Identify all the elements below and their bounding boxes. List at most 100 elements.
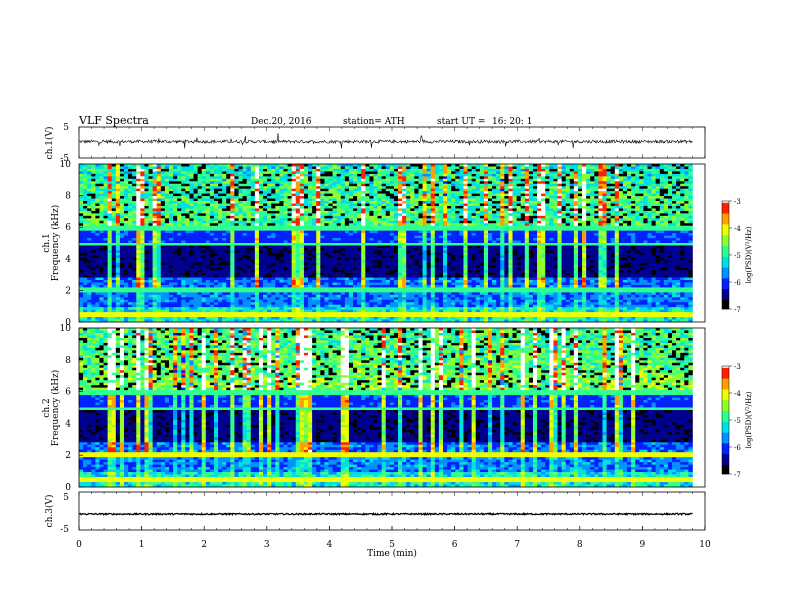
spectrogram-cell <box>393 205 399 209</box>
spectrogram-cell <box>512 181 517 185</box>
spectrogram-cell <box>83 238 88 241</box>
spectrogram-cell <box>320 178 325 182</box>
spectrogram-cell <box>373 223 378 227</box>
spectrogram-cell <box>393 240 399 244</box>
spectrogram-cell <box>545 235 550 239</box>
spectrogram-cell <box>320 176 325 180</box>
spectrogram-cell <box>406 173 411 177</box>
start-ut-value: 16: 20: 1 <box>492 117 532 127</box>
spectrogram-cell <box>463 173 468 177</box>
spectrogram-cell <box>381 220 387 224</box>
spectrogram-cell <box>410 186 415 189</box>
spectrogram-cell <box>639 223 644 227</box>
spectrogram-cell <box>667 168 673 172</box>
spectrogram-cell <box>553 240 558 244</box>
spectrogram-cell <box>344 203 350 207</box>
spectrogram-cell <box>504 225 509 229</box>
spectrogram-cell <box>393 181 399 185</box>
spectrogram-cell <box>643 215 648 219</box>
spectrogram-cell <box>299 240 305 244</box>
spectrogram-cell <box>610 168 616 172</box>
spectrogram-cell <box>667 238 673 241</box>
spectrogram-cell <box>173 186 178 189</box>
spectrogram-cell <box>475 218 481 222</box>
spectrogram-cell <box>353 210 358 214</box>
spectrogram-cell <box>569 171 575 175</box>
spectrogram-cell <box>520 201 526 204</box>
spectrogram-cell <box>663 178 669 182</box>
spectrogram-cell <box>565 213 571 217</box>
spectrogram-cell <box>659 191 665 194</box>
spectrogram-cell <box>283 225 288 229</box>
spectrogram-cell <box>348 171 354 175</box>
spectrogram-cell <box>418 208 423 212</box>
spectrogram-cell <box>197 230 202 234</box>
spectrogram-cell <box>557 166 562 170</box>
spectrogram-cell <box>573 208 579 212</box>
spectrogram-cell <box>283 203 288 207</box>
spectrogram-cell <box>279 178 284 182</box>
spectrogram-cell <box>443 188 448 192</box>
spectrogram-cell <box>569 225 575 229</box>
spectrogram-cell <box>271 164 276 167</box>
spectrogram-cell <box>328 225 333 229</box>
spectrogram-cell <box>263 243 268 246</box>
spectrogram-cell <box>487 225 493 229</box>
spectrogram-cell <box>577 225 583 229</box>
spectrogram-cell <box>193 223 198 227</box>
spectrogram-cell <box>451 213 456 217</box>
spectrogram-cell <box>140 201 145 204</box>
spectrogram-cell <box>471 198 477 202</box>
spectrogram-cell <box>357 223 362 227</box>
spectrogram-cell <box>254 230 260 234</box>
spectrogram-cell <box>447 173 452 177</box>
spectrogram-cell <box>459 205 464 209</box>
spectrogram-cell <box>389 213 395 217</box>
spectrogram-cell <box>115 181 121 185</box>
spectrogram-cell <box>667 198 673 202</box>
spectrogram-cell <box>577 191 583 194</box>
spectrogram-cell <box>520 191 526 194</box>
spectrogram-cell <box>545 233 550 236</box>
spectrogram-cell <box>549 223 554 227</box>
spectrogram-cell <box>393 168 399 172</box>
spectrogram-cell <box>545 191 550 194</box>
spectrogram-cell <box>320 168 325 172</box>
spectrogram-cell <box>647 178 652 182</box>
spectrogram-cell <box>283 183 288 187</box>
spectrogram-cell <box>369 171 374 175</box>
spectrogram-cell <box>254 181 260 185</box>
spectrogram-cell <box>226 210 231 214</box>
spectrogram-cell <box>258 235 264 239</box>
spectrogram-cell <box>524 191 530 194</box>
spectrogram-cell <box>524 210 530 214</box>
spectrogram-cell <box>532 210 538 214</box>
spectrogram-cell <box>389 220 395 224</box>
spectrogram-cell <box>381 176 387 180</box>
spectrogram-cell <box>500 198 505 202</box>
spectrogram-cell <box>336 210 342 214</box>
spectrogram-cell <box>123 191 129 194</box>
spectrogram-cell <box>627 208 632 212</box>
spectrogram-cell <box>402 225 407 229</box>
spectrogram-cell <box>365 240 370 244</box>
spectrogram-cell <box>443 193 448 197</box>
spectrogram-cell <box>410 228 415 231</box>
spectrogram-cell <box>209 201 215 204</box>
spectrogram-cell <box>524 178 530 182</box>
spectrogram-cell <box>651 171 656 175</box>
spectrogram-cell <box>103 213 108 217</box>
spectrogram-cell <box>410 208 415 212</box>
spectrogram-cell <box>610 196 616 199</box>
spectrogram-cell <box>398 173 403 177</box>
spectrogram-cell <box>377 193 382 197</box>
spectrogram-cell <box>406 183 411 187</box>
spectrogram-cell <box>242 186 247 189</box>
spectrogram-cell <box>520 181 526 185</box>
spectrogram-cell <box>377 186 382 189</box>
spectrogram-cell <box>438 183 444 187</box>
spectrogram-cell <box>647 220 652 224</box>
spectrogram-cell <box>373 225 378 229</box>
spectrogram-cell <box>287 188 292 192</box>
spectrogram-cell <box>618 183 624 187</box>
